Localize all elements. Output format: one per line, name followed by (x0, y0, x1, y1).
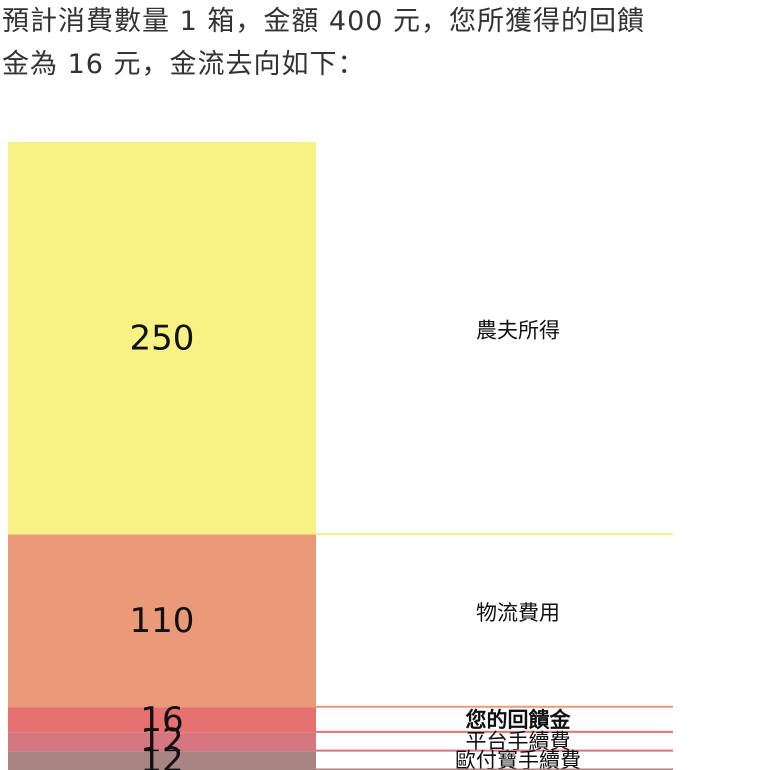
segment-label-2: 物流費用 (476, 601, 560, 625)
segment-label-5: 歐付寶手續費 (455, 749, 581, 770)
segment-value-2: 110 (130, 601, 195, 641)
intro-line-1: 預計消費數量 1 箱，金額 400 元，您所獲得的回饋 (2, 6, 646, 37)
bar-segment-4 (8, 732, 316, 752)
bar-segment-5 (8, 751, 316, 770)
segment-label-1: 農夫所得 (476, 318, 560, 342)
intro-text: 預計消費數量 1 箱，金額 400 元，您所獲得的回饋 金為 16 元，金流去向… (2, 0, 777, 86)
bar-segment-2 (8, 534, 316, 708)
intro-line-2: 金為 16 元，金流去向如下： (2, 49, 366, 80)
bar-segment-1 (8, 142, 316, 535)
segment-value-1: 250 (130, 318, 195, 358)
segment-label-3: 您的回饋金 (466, 708, 572, 732)
segment-value-5: 12 (140, 741, 183, 770)
bar-segment-3 (8, 707, 316, 733)
